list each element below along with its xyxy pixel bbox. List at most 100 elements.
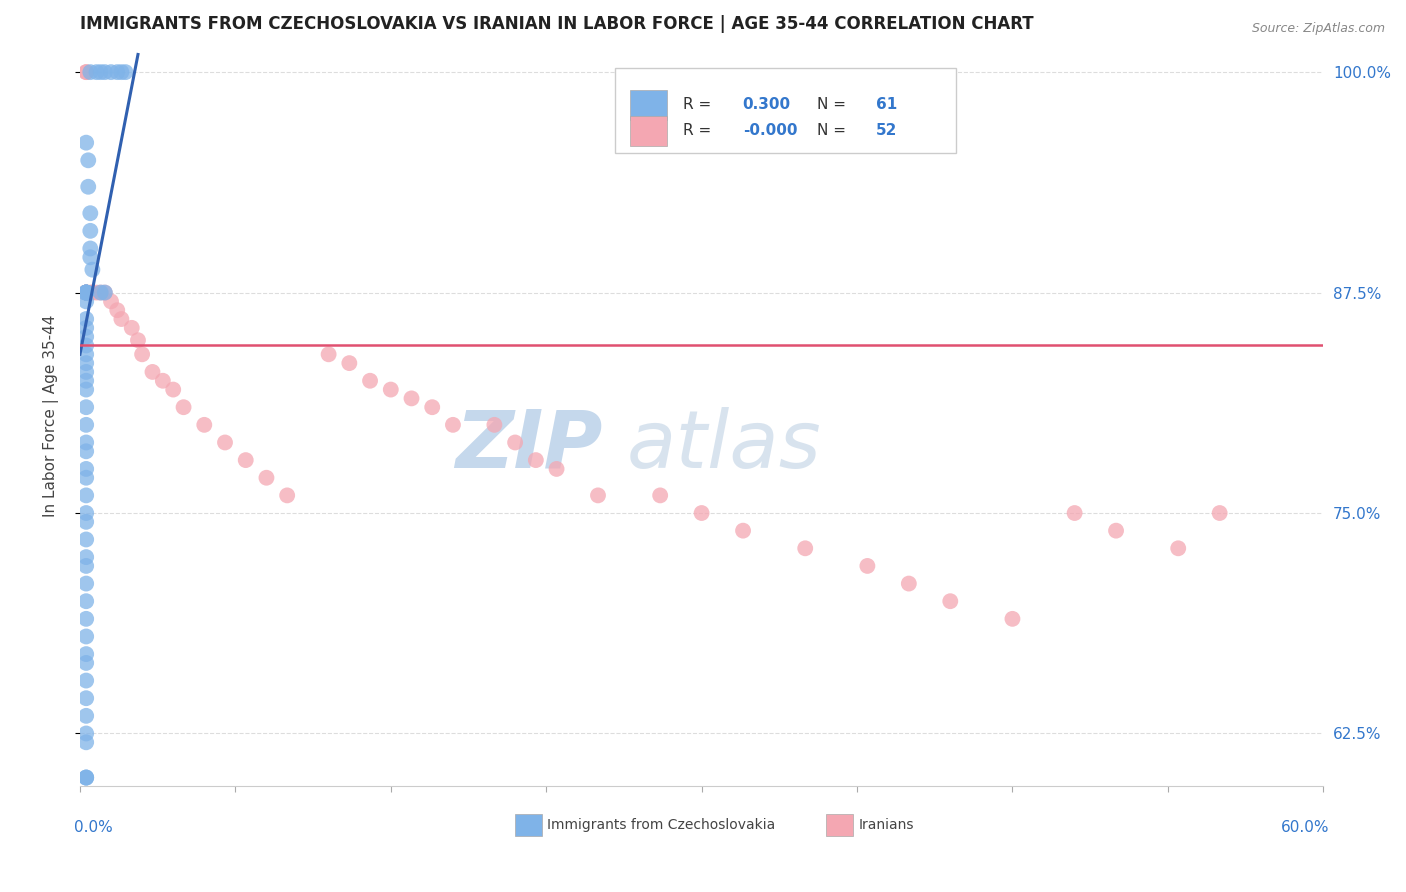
Point <box>75 285 97 300</box>
Point <box>100 65 122 79</box>
Point <box>75 726 97 740</box>
Point <box>75 65 97 79</box>
Point <box>82 285 104 300</box>
Point <box>75 401 97 415</box>
Point <box>337 356 360 370</box>
Point <box>856 558 879 573</box>
Point <box>939 594 962 608</box>
Point <box>75 673 97 688</box>
Point <box>193 417 215 432</box>
Point <box>75 417 97 432</box>
Point <box>441 417 464 432</box>
Point <box>77 153 100 168</box>
Point <box>75 374 97 388</box>
Point <box>86 285 108 300</box>
Point <box>75 365 97 379</box>
Point <box>75 312 97 326</box>
Point <box>75 338 97 352</box>
Point <box>75 285 97 300</box>
Point <box>503 435 526 450</box>
Point <box>94 285 117 300</box>
Point <box>75 594 97 608</box>
Point <box>141 365 163 379</box>
Point <box>110 65 132 79</box>
Point <box>1105 524 1128 538</box>
Point <box>162 383 184 397</box>
FancyBboxPatch shape <box>630 116 666 145</box>
Point <box>79 224 101 238</box>
Point <box>75 488 97 502</box>
Point <box>75 691 97 706</box>
Point <box>75 285 97 300</box>
Point <box>731 524 754 538</box>
Point <box>75 285 97 300</box>
Point <box>75 533 97 547</box>
Point <box>75 771 97 785</box>
Point <box>75 321 97 335</box>
Point <box>131 347 153 361</box>
Point <box>75 576 97 591</box>
Text: R =: R = <box>683 97 716 112</box>
Text: R =: R = <box>683 123 716 138</box>
Point <box>75 347 97 361</box>
Point <box>75 550 97 565</box>
Point <box>75 771 97 785</box>
Point <box>75 735 97 749</box>
Point <box>75 558 97 573</box>
Point <box>650 488 672 502</box>
Point <box>77 179 100 194</box>
Point <box>897 576 920 591</box>
Text: IMMIGRANTS FROM CZECHOSLOVAKIA VS IRANIAN IN LABOR FORCE | AGE 35-44 CORRELATION: IMMIGRANTS FROM CZECHOSLOVAKIA VS IRANIA… <box>80 15 1033 33</box>
Point <box>75 285 97 300</box>
Text: 60.0%: 60.0% <box>1281 820 1330 835</box>
Point <box>75 285 97 300</box>
Text: atlas: atlas <box>627 407 821 484</box>
Point <box>75 285 97 300</box>
Text: N =: N = <box>817 123 851 138</box>
Point <box>114 65 136 79</box>
Point <box>105 303 128 318</box>
Point <box>90 65 112 79</box>
Point <box>276 488 298 502</box>
Point <box>75 709 97 723</box>
Point <box>75 285 97 300</box>
Point <box>90 285 112 300</box>
Text: 0.300: 0.300 <box>742 97 790 112</box>
Point <box>75 356 97 370</box>
Point <box>75 612 97 626</box>
Point <box>1001 612 1024 626</box>
Point <box>235 453 257 467</box>
Point <box>75 285 97 300</box>
Point <box>401 392 423 406</box>
Point <box>79 242 101 256</box>
Point <box>546 462 568 476</box>
Point <box>75 506 97 520</box>
Point <box>75 294 97 309</box>
Point <box>121 321 143 335</box>
Point <box>524 453 547 467</box>
Point <box>75 656 97 670</box>
Text: N =: N = <box>817 97 851 112</box>
Point <box>82 262 104 277</box>
Text: ZIP: ZIP <box>454 407 602 484</box>
Text: 61: 61 <box>876 97 897 112</box>
Point <box>173 401 195 415</box>
Point <box>75 285 97 300</box>
Point <box>359 374 381 388</box>
Point <box>94 285 117 300</box>
Point <box>586 488 609 502</box>
Point <box>75 285 97 300</box>
Point <box>1208 506 1230 520</box>
FancyBboxPatch shape <box>630 90 666 120</box>
FancyBboxPatch shape <box>614 68 956 153</box>
Point <box>75 471 97 485</box>
Point <box>75 435 97 450</box>
Y-axis label: In Labor Force | Age 35-44: In Labor Force | Age 35-44 <box>44 315 59 517</box>
Point <box>79 250 101 264</box>
Point <box>690 506 713 520</box>
Point <box>1167 541 1189 556</box>
Point <box>75 329 97 343</box>
Point <box>90 285 112 300</box>
Point <box>75 630 97 644</box>
Point <box>75 285 97 300</box>
